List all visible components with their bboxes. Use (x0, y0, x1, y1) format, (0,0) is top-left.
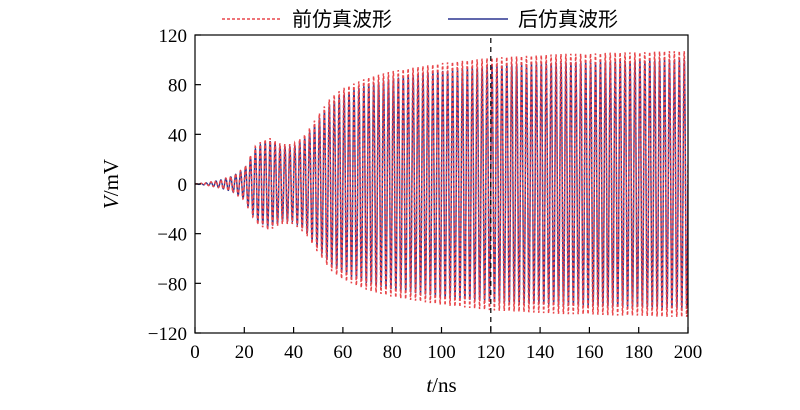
x-tick-label: 80 (383, 342, 402, 363)
x-axis-ticks: 0 20 40 60 80 100 120 140 160 180 200 (190, 327, 702, 363)
x-tick-label: 40 (284, 342, 303, 363)
x-tick-label: 180 (624, 342, 653, 363)
x-axis-label: t/ns (426, 373, 456, 397)
x-tick-label: 60 (333, 342, 352, 363)
y-tick-label: 120 (159, 26, 188, 47)
x-tick-label: 140 (526, 342, 555, 363)
x-tick-label: 100 (427, 342, 456, 363)
legend: 前仿真波形 后仿真波形 (215, 2, 645, 34)
y-axis-label-unit: /mV (99, 159, 123, 196)
x-tick-label: 20 (235, 342, 254, 363)
y-tick-label: 40 (168, 125, 187, 146)
legend-label-pre-sim: 前仿真波形 (292, 7, 392, 31)
x-axis-label-unit: /ns (432, 373, 457, 397)
legend-background (215, 2, 645, 34)
y-axis-label-var: V (99, 194, 123, 209)
series-layer (195, 51, 688, 317)
y-axis-ticks: 120 80 40 0 −40 −80 −120 (148, 26, 201, 345)
series-line-pre-sim (195, 51, 688, 317)
x-tick-label: 160 (575, 342, 604, 363)
x-tick-label: 0 (190, 342, 200, 363)
y-tick-label: −40 (157, 225, 187, 246)
x-tick-label: 200 (674, 342, 703, 363)
y-tick-label: 0 (178, 175, 188, 196)
x-axis-label-var: t (426, 373, 433, 397)
y-tick-label: −80 (157, 274, 187, 295)
y-axis-label: V/mV (99, 159, 123, 209)
y-tick-label: 80 (168, 76, 187, 97)
y-tick-label: −120 (148, 324, 187, 345)
x-tick-label: 120 (477, 342, 506, 363)
legend-label-post-sim: 后仿真波形 (518, 7, 618, 31)
